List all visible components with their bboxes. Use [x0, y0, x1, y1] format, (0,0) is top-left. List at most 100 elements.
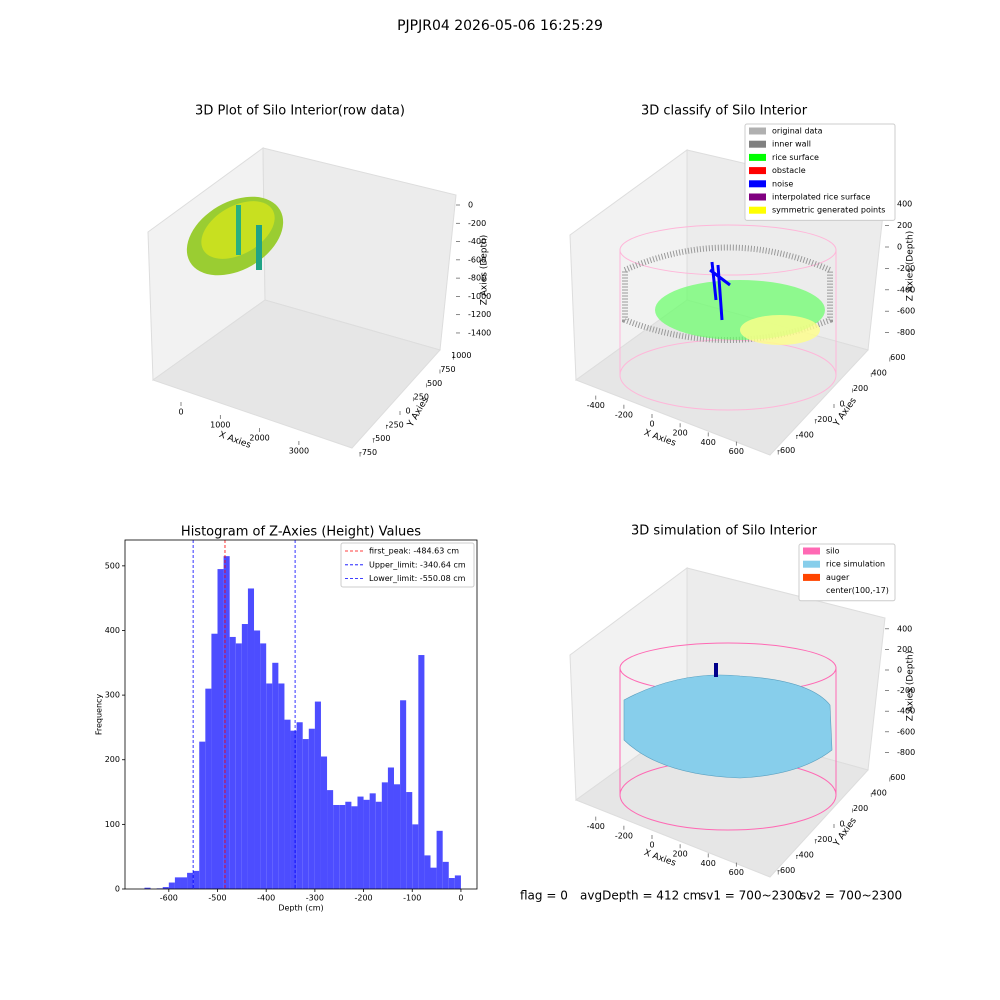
legend-label: rice surface [772, 153, 819, 162]
y-tick-label: -600 [777, 866, 795, 875]
z-tick-label: -1000 [468, 292, 491, 301]
bar [254, 630, 261, 889]
z-axis-label: Z Axies (Depth) [906, 231, 916, 302]
bar [314, 701, 321, 889]
y-tick-label: 400 [105, 626, 120, 635]
bar [211, 633, 218, 889]
bar [205, 688, 212, 889]
rice-simulation [623, 674, 833, 779]
x-tick-label: -400 [587, 401, 605, 410]
legend-swatch [749, 180, 766, 188]
x-tick-label: 1000 [210, 421, 230, 430]
y-tick-label: 250 [414, 393, 429, 402]
y-tick-label: 300 [105, 691, 120, 700]
bar [308, 728, 315, 889]
bar [223, 556, 230, 889]
z-tick-label: -1400 [468, 328, 491, 337]
z-tick-label: -600 [468, 255, 486, 264]
z-tick-label: -800 [468, 274, 486, 283]
bar [180, 877, 188, 889]
legend-label: inner wall [772, 140, 811, 149]
legend-label: first_peak: -484.63 cm [369, 547, 459, 556]
legend-label: Upper_limit: -340.64 cm [369, 560, 466, 569]
y-tick-label: 0 [839, 820, 844, 829]
figure-title: PJPJR04 2026-05-06 16:25:29 [397, 18, 603, 34]
bar [448, 878, 455, 889]
bar [284, 719, 291, 889]
bar [369, 793, 376, 889]
legend-swatch [749, 153, 766, 161]
bar [339, 804, 346, 889]
chart-title: 3D classify of Silo Interior [641, 104, 808, 119]
classified-cloud [619, 224, 837, 411]
bar [272, 662, 279, 889]
bar [162, 887, 169, 889]
legend-label: rice simulation [826, 560, 885, 569]
bar [302, 739, 309, 889]
x-tick-label: -600 [160, 894, 178, 903]
bar [387, 767, 394, 889]
cloud [236, 205, 241, 255]
y-tick-label: 400 [872, 369, 887, 378]
z-axis-label: Z Axies (Depth) [906, 651, 916, 722]
bar [241, 624, 248, 889]
chart-title: 3D Plot of Silo Interior(row data) [195, 104, 405, 119]
legend-swatch [749, 167, 766, 175]
y-tick-label: 400 [872, 789, 887, 798]
z-tick-label: 400 [897, 624, 912, 633]
z-tick-label: 0 [468, 201, 473, 210]
z-tick-label: -600 [897, 307, 915, 316]
legend-swatch [803, 560, 820, 568]
bar [351, 806, 358, 889]
bar [199, 741, 206, 889]
x-tick-label: 600 [729, 868, 744, 877]
y-tick-label: -250 [386, 420, 404, 429]
inner-wall [622, 244, 833, 343]
y-tick-label: 1000 [451, 351, 471, 360]
bar [266, 683, 273, 889]
status-text: sv1 = 700~2300 [700, 889, 802, 903]
bar [357, 796, 364, 889]
x-tick-label: 0 [178, 408, 183, 417]
cloud [256, 225, 262, 270]
bar [363, 799, 370, 889]
z-tick-label: -800 [897, 328, 915, 337]
bar [375, 801, 382, 889]
x-axis-label: Depth (cm) [278, 904, 323, 913]
legend-label: interpolated rice surface [772, 193, 870, 202]
bar [333, 804, 340, 889]
bar [144, 887, 151, 889]
x-tick-label: 0 [649, 841, 654, 850]
bar [454, 875, 461, 889]
x-tick-label: -300 [306, 894, 324, 903]
bar [393, 784, 401, 889]
legend-label: original data [772, 127, 823, 136]
bar [320, 756, 328, 889]
noise [709, 261, 731, 321]
z-tick-label: -200 [897, 264, 915, 273]
x-tick-label: 0 [458, 894, 463, 903]
bar [436, 830, 443, 889]
x-tick-label: -400 [587, 822, 605, 831]
bar [381, 782, 388, 889]
bar [174, 877, 181, 889]
z-tick-label: -400 [468, 237, 486, 246]
y-tick-label: 200 [853, 384, 868, 393]
x-tick-label: 200 [672, 850, 687, 859]
bar [412, 824, 419, 889]
legend-label: obstacle [772, 166, 806, 175]
z-tick-label: -1200 [468, 310, 491, 319]
bar [217, 569, 224, 889]
bar [296, 722, 303, 889]
bar [430, 867, 437, 889]
bar [278, 683, 285, 889]
chart-title: Histogram of Z-Axies (Height) Values [181, 525, 421, 540]
bar [247, 588, 255, 889]
x-tick-label: -200 [354, 894, 372, 903]
bar [168, 882, 175, 889]
raw-point-cloud [186, 196, 284, 276]
x-tick-label: -100 [403, 894, 421, 903]
bar [235, 643, 242, 889]
x-tick-label: -200 [615, 410, 633, 419]
